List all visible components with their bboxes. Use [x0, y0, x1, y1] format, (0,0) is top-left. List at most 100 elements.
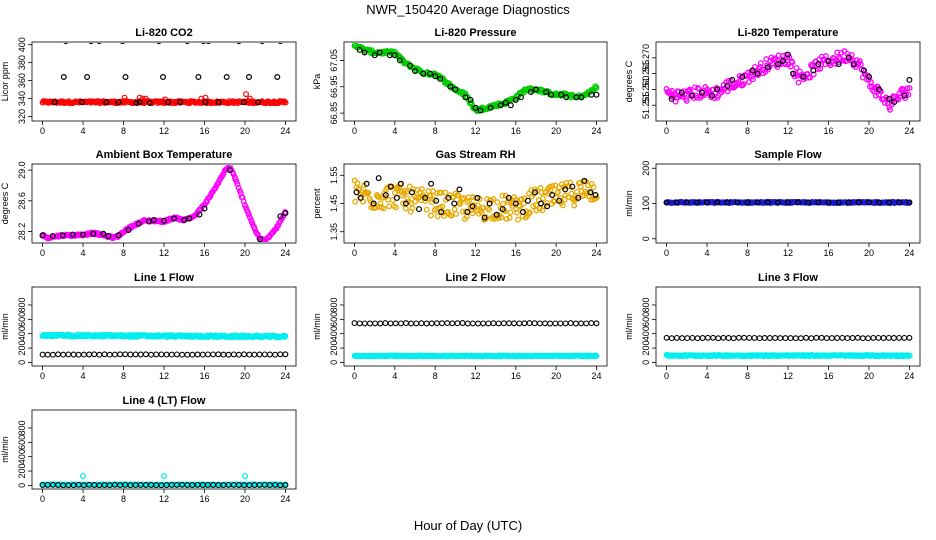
data-point: [207, 193, 214, 200]
data-point: [518, 196, 525, 203]
data-point: [749, 67, 756, 74]
data-point: [546, 184, 553, 190]
y-tick-label: 600: [329, 312, 339, 327]
data-point: [453, 210, 460, 217]
data-point: [724, 83, 731, 90]
data-point: [251, 225, 258, 232]
panel-title: Line 4 (LT) Flow: [123, 395, 206, 407]
x-tick-label: 4: [81, 126, 86, 136]
panel-title: Li-820 Pressure: [435, 27, 517, 39]
x-tick-label: 8: [121, 126, 126, 136]
data-point: [457, 199, 464, 205]
data-point: [511, 194, 518, 201]
data-point: [376, 49, 383, 56]
x-tick-label: 20: [864, 371, 874, 381]
data-point: [400, 200, 406, 207]
data-point: [439, 203, 446, 210]
y-tick-label: 66.95: [329, 76, 339, 99]
x-tick-label: 0: [40, 371, 45, 381]
data-point: [859, 335, 866, 342]
data-point: [668, 95, 675, 102]
data-point: [132, 351, 139, 358]
data-point: [578, 320, 584, 327]
data-point: [875, 334, 882, 341]
data-point: [245, 211, 252, 218]
data-point: [698, 89, 705, 96]
data-point: [370, 200, 377, 207]
data-point: [397, 180, 404, 187]
x-tick-label: 4: [392, 371, 397, 381]
x-tick-label: 16: [823, 248, 833, 258]
data-point: [673, 199, 680, 206]
data-point: [422, 194, 429, 201]
data-point: [433, 320, 440, 327]
data-marks: [663, 334, 913, 360]
data-point: [761, 335, 768, 341]
data-point: [437, 75, 444, 82]
data-point: [906, 199, 913, 206]
x-tick-label: 12: [159, 248, 169, 258]
y-tick-label: 67.05: [329, 49, 339, 72]
data-point: [115, 232, 122, 239]
data-point: [282, 351, 289, 358]
data-point: [505, 194, 512, 201]
data-point: [261, 351, 268, 358]
data-point: [135, 220, 142, 227]
data-point: [215, 180, 222, 186]
data-point: [106, 351, 113, 358]
data-point: [766, 335, 773, 341]
data-point: [901, 334, 908, 341]
x-tick-label: 16: [199, 126, 209, 136]
data-point: [402, 205, 409, 212]
data-point: [442, 189, 449, 196]
y-axis-label: percent: [312, 188, 322, 219]
data-point: [447, 83, 454, 90]
data-point: [689, 334, 696, 341]
data-point: [499, 192, 506, 199]
data-point: [91, 125, 96, 130]
data-point: [117, 351, 124, 358]
y-tick-label: 29.0: [17, 161, 27, 179]
data-point: [403, 320, 409, 327]
data-point: [235, 351, 242, 358]
data-point: [395, 187, 402, 194]
data-point: [392, 320, 399, 327]
y-tick-label: 28.6: [17, 192, 27, 210]
x-tick-label: 4: [392, 126, 397, 136]
data-point: [420, 70, 427, 77]
data-point: [391, 52, 398, 59]
data-point: [807, 74, 813, 81]
data-point: [91, 351, 98, 358]
data-point: [887, 106, 894, 113]
data-point: [815, 199, 822, 206]
data-point: [101, 351, 108, 358]
data-point: [406, 183, 413, 190]
x-tick-label: 4: [705, 248, 710, 258]
data-point: [86, 351, 93, 358]
data-point: [459, 320, 466, 326]
x-tick-label: 8: [121, 248, 126, 258]
data-point: [886, 95, 893, 102]
data-point: [754, 199, 761, 206]
y-tick-label: 200: [17, 341, 27, 356]
panel-1: Li-820 CO2 0 4 8 12 16 20 24 320 340 360 380 400 Lico…: [0, 27, 297, 136]
data-point: [148, 351, 155, 358]
data-point: [278, 43, 283, 45]
plot-frame: [31, 41, 297, 122]
data-point: [127, 351, 134, 358]
data-point: [562, 320, 569, 327]
data-point: [668, 87, 675, 94]
data-point: [84, 73, 91, 80]
data-point: [96, 351, 103, 358]
data-point: [497, 102, 504, 109]
data-point: [194, 351, 201, 358]
data-point: [486, 200, 493, 207]
data-point: [563, 94, 570, 101]
x-tick-label: 4: [705, 371, 710, 381]
data-point: [873, 92, 879, 99]
data-point: [251, 125, 256, 130]
data-point: [709, 92, 716, 99]
data-point: [376, 194, 382, 200]
data-point: [387, 320, 394, 327]
data-point: [363, 180, 370, 187]
